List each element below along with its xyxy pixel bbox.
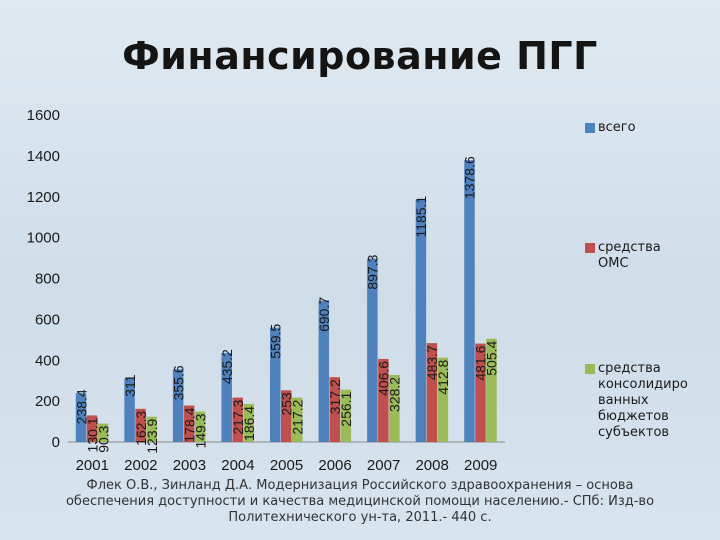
bar-oms (135, 408, 146, 442)
bar-total (221, 353, 232, 442)
page-title: Финансирование ПГГ (122, 34, 598, 78)
citation-line-1: Флек О.В., Зинланд Д.А. Модернизация Рос… (86, 478, 634, 493)
data-label-oms: 217.3 (230, 399, 246, 434)
bar-oms (281, 390, 292, 442)
x-tick-label: 2009 (464, 457, 497, 474)
legend-swatch-oms (585, 243, 595, 253)
bar-budgets (194, 411, 206, 442)
legend-label-total: всего (598, 120, 636, 135)
bar-oms (378, 358, 389, 442)
data-label-budgets: 90.3 (95, 425, 111, 452)
x-tick-label: 2008 (415, 457, 448, 474)
data-label-oms: 317.2 (327, 379, 343, 414)
y-tick-label: 400 (35, 352, 60, 369)
y-tick-label: 200 (35, 393, 60, 410)
bar-total (172, 369, 184, 442)
data-label-oms: 481.6 (473, 345, 489, 380)
bar-total (367, 258, 378, 442)
legend-swatch-total (585, 123, 595, 133)
x-tick-label: 2002 (124, 457, 157, 474)
bar-oms (183, 405, 195, 442)
data-label-budgets: 123.9 (144, 418, 160, 453)
data-label-total: 1185.1 (413, 196, 429, 238)
x-tick-label: 2001 (76, 457, 109, 474)
x-tick-label: 2004 (221, 457, 254, 474)
data-label-budgets: 217.2 (290, 399, 306, 434)
bar-total (75, 393, 87, 442)
bar-oms (86, 415, 98, 442)
y-tick-label: 0 (52, 434, 60, 451)
citation-line-2: обеспечения доступности и качества медиц… (65, 494, 655, 509)
citation-line-3: Политехнического ун-та, 2011.- 440 с. (228, 510, 492, 525)
data-label-total: 311 (122, 374, 138, 397)
data-label-budgets: 256.1 (338, 391, 354, 426)
bar-total (270, 327, 281, 442)
legend-swatch-budgets (585, 364, 595, 374)
bar-budgets (437, 357, 449, 442)
bar-oms (475, 343, 486, 442)
data-label-budgets: 149.3 (192, 413, 208, 448)
data-label-total: 897.3 (365, 254, 381, 289)
data-label-total: 435.2 (219, 349, 235, 384)
data-label-oms: 253 (279, 392, 295, 416)
y-tick-label: 1200 (27, 189, 60, 206)
y-tick-label: 800 (35, 271, 60, 288)
data-label-total: 238.4 (73, 389, 89, 424)
bar-budgets (486, 338, 497, 442)
bar-budgets (146, 416, 157, 442)
bar-budgets (97, 423, 109, 442)
bar-total (318, 300, 330, 442)
data-label-budgets: 186.4 (241, 406, 257, 441)
y-tick-label: 1000 (27, 230, 60, 247)
bar-oms (329, 377, 341, 442)
data-label-oms: 130.1 (84, 417, 100, 452)
data-label-budgets: 505.4 (484, 341, 500, 376)
bar-budgets (292, 397, 303, 442)
bar-total (464, 160, 475, 442)
legend-label-oms: средства ОМС (598, 240, 661, 271)
bar-oms (232, 397, 243, 442)
y-tick-label: 1400 (27, 148, 60, 165)
x-tick-label: 2006 (318, 457, 351, 474)
data-label-oms: 162.3 (133, 411, 149, 446)
legend-label-budgets: средства консолидиро ванных бюджетов суб… (598, 361, 688, 440)
data-label-total: 355.6 (170, 365, 186, 400)
x-tick-label: 2003 (173, 457, 206, 474)
data-label-oms: 178.4 (181, 407, 197, 442)
data-label-oms: 483.7 (424, 345, 440, 380)
bar-budgets (340, 389, 352, 442)
bar-budgets (389, 374, 400, 442)
data-label-budgets: 328.2 (387, 377, 403, 412)
data-label-total: 690.7 (316, 297, 332, 332)
data-label-total: 1378.6 (462, 156, 478, 199)
y-tick-label: 1600 (27, 107, 60, 124)
bar-oms (426, 343, 438, 442)
y-tick-label: 600 (35, 311, 60, 328)
bar-budgets (243, 403, 254, 442)
data-label-total: 559.5 (268, 323, 284, 358)
data-label-oms: 406.6 (376, 361, 392, 396)
bar-total (415, 199, 427, 442)
bar-total (124, 378, 135, 442)
data-label-budgets: 412.8 (435, 359, 451, 394)
x-tick-label: 2007 (367, 457, 400, 474)
citation: Флек О.В., Зинланд Д.А. Модернизация Рос… (6, 478, 714, 526)
x-tick-label: 2005 (270, 457, 303, 474)
